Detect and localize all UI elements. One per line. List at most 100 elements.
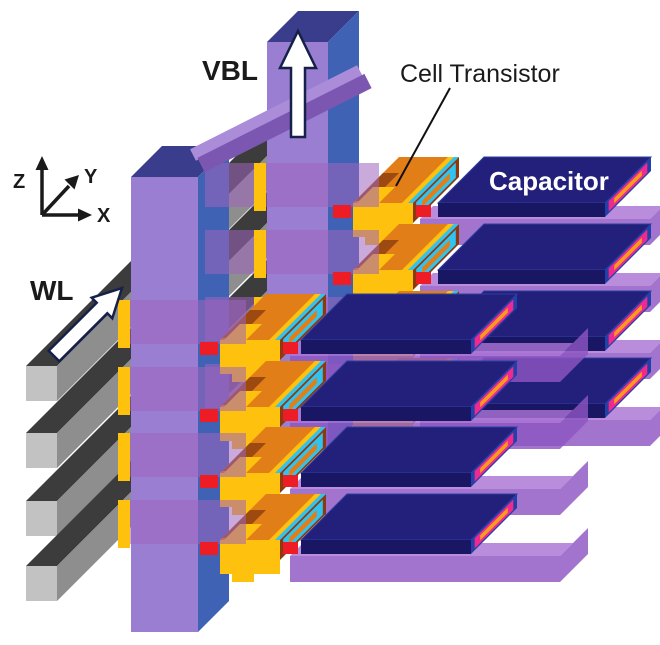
contact-pad-right (416, 272, 431, 284)
cell-transistor-leader-line (395, 87, 451, 187)
transistor-end-core (289, 443, 317, 477)
oxide-band (205, 163, 379, 207)
transistor-edge-cyan (408, 224, 459, 270)
capacitor-front-face (301, 340, 471, 354)
transistor-edge-cyan (275, 294, 326, 340)
beam-top-face (190, 65, 363, 161)
gate-strip (118, 433, 130, 481)
oxide-band (118, 300, 246, 344)
capacitor-front-face (301, 407, 471, 421)
plate-end-face (560, 328, 588, 382)
plate-end-face (650, 343, 660, 379)
cell-transistor-label: Cell Transistor (400, 60, 560, 88)
cell-layer (118, 493, 588, 582)
contact-pad-left (200, 475, 218, 488)
transistor-end-core (289, 310, 317, 344)
capacitor-front-face (301, 473, 471, 487)
axis-y-arrowhead (64, 175, 79, 190)
contact-pad-left (200, 542, 218, 555)
transistor-edge-cyan (275, 494, 326, 540)
gate-strip (118, 367, 130, 415)
transistor-front-face (220, 540, 280, 582)
capacitor (436, 223, 653, 284)
transistor-edge-yellow (402, 224, 454, 270)
plate-end-face (650, 276, 660, 312)
plate-end-face (560, 395, 588, 449)
wordline-front-face (26, 501, 57, 536)
capacitor-end-orange (480, 307, 508, 341)
transistor-edge-yellow (402, 157, 454, 203)
transistor-end-core (289, 377, 317, 411)
capacitor-end-orange (480, 374, 508, 408)
contact-pad-left (333, 272, 351, 285)
gate-strip (118, 300, 130, 348)
axis-z-arrowhead (35, 156, 49, 170)
axis-x-label: X (97, 205, 111, 227)
axis-z-label: Z (13, 171, 25, 193)
transistor-edge-yellow (269, 361, 321, 407)
plate-end-face (650, 209, 660, 245)
capacitor (299, 360, 519, 421)
transistor-edge-yellow (269, 294, 321, 340)
transistor-edge-cyan (275, 361, 326, 407)
plate-end-face (560, 528, 588, 582)
contact-pad-left (200, 409, 218, 422)
wl-direction-arrow (46, 286, 124, 364)
cell-layer (205, 156, 660, 245)
contact-pad-left (200, 342, 218, 355)
capacitor (299, 426, 519, 487)
wordline-front-face (26, 566, 57, 601)
capacitor-end-orange (614, 170, 642, 204)
bitline-beam (190, 65, 372, 173)
axis-y-line (40, 184, 71, 217)
capacitor-end-orange (480, 440, 508, 474)
capacitor-front-face (301, 540, 471, 554)
beam-side-face (197, 73, 372, 173)
capacitor-label: Capacitor (489, 166, 609, 196)
transistor-edge-cyan (275, 427, 326, 473)
contact-pad-left (333, 205, 351, 218)
capacitor (299, 293, 519, 354)
oxide-band (205, 230, 379, 274)
capacitor-end-orange (614, 304, 642, 338)
labels-layer: VBL WL Cell Transistor Capacitor Z Y X (13, 55, 609, 306)
oxide-band (118, 500, 246, 544)
plate-end-face (560, 461, 588, 515)
wordline-front-face (26, 433, 57, 468)
capacitor-front-face (438, 203, 605, 217)
contact-pad-right (283, 475, 298, 487)
coordinate-axes (35, 156, 92, 222)
capacitor-end-orange (614, 237, 642, 271)
vbl-label: VBL (202, 55, 258, 86)
pillar-top-face (267, 11, 359, 42)
contact-pad-right (283, 542, 298, 554)
scene-layer (26, 11, 660, 632)
plate-front-face (290, 556, 560, 582)
transistor-edge-yellow (269, 427, 321, 473)
capacitor (299, 493, 519, 554)
contact-pad-right (416, 205, 431, 217)
oxide-band (118, 433, 246, 477)
capacitor-front-face (438, 270, 605, 284)
axis-x-arrowhead (78, 208, 92, 222)
vbl-direction-arrow (278, 28, 318, 139)
oxide-band (118, 367, 246, 411)
transistor-end-core (422, 240, 450, 274)
transistor-edge-yellow (269, 494, 321, 540)
capacitor-end-orange (614, 371, 642, 405)
capacitor-end-orange (480, 507, 508, 541)
transistor-edge-cyan (408, 157, 459, 203)
contact-pad-right (283, 342, 298, 354)
gate-strip (254, 230, 266, 278)
gate-strip (118, 500, 130, 548)
arrows (46, 28, 318, 364)
wordline-front-face (26, 366, 57, 401)
wl-label: WL (30, 275, 74, 306)
contact-pad-right (283, 409, 298, 421)
front-cell-row (118, 293, 588, 582)
transistor-end-core (289, 510, 317, 544)
transistor-end-core (422, 173, 450, 207)
gate-strip (254, 163, 266, 211)
